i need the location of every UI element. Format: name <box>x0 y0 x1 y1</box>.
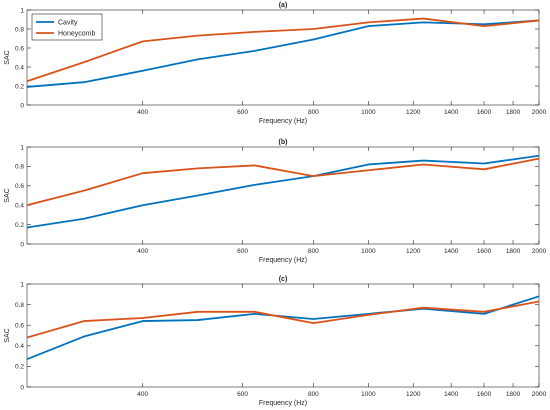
y-tick-label: 0.2 <box>15 222 24 229</box>
panel-title: (c) <box>279 276 288 283</box>
x-tick-label: 1600 <box>477 391 492 398</box>
series-line-cavity <box>27 295 539 361</box>
y-tick-label: 0.2 <box>15 83 24 90</box>
x-axis-label: Frequency (Hz) <box>259 118 307 125</box>
y-tick-label: 0.8 <box>15 302 24 309</box>
y-tick-label: 0.4 <box>15 343 24 350</box>
series-line-cavity <box>27 154 539 229</box>
x-tick-label: 1000 <box>361 248 376 255</box>
x-tick-label: 400 <box>137 391 148 398</box>
y-axis-label: SAC <box>4 188 11 202</box>
y-tick-label: 0.4 <box>15 64 24 71</box>
x-tick-label: 2000 <box>532 109 547 116</box>
x-tick-label: 1000 <box>361 391 376 398</box>
x-tick-label: 2000 <box>532 391 547 398</box>
y-tick-label: 0.8 <box>15 26 24 33</box>
x-tick-label: 1200 <box>406 391 421 398</box>
y-tick-label: 1 <box>20 144 24 151</box>
y-axis-label: SAC <box>4 328 11 342</box>
x-tick-label: 2000 <box>532 248 547 255</box>
legend-box <box>31 13 103 41</box>
x-tick-label: 1200 <box>406 248 421 255</box>
series-line-cavity <box>27 19 539 88</box>
x-tick-label: 400 <box>137 248 148 255</box>
legend: Cavity Honeycomb <box>31 13 103 41</box>
y-tick-label: 1 <box>20 7 24 14</box>
chart-panel-2: (b) 400 600 800 1000 1200 1400 1600 1800 2000 0 0.2… <box>4 139 547 264</box>
y-axis-label: SAC <box>4 50 11 64</box>
plot-area <box>26 9 540 106</box>
chart-panel-1: (a) 400 600 800 1000 1200 1400 1600 1800 2000 0 0.2… <box>4 2 547 125</box>
y-tick-label: 0.6 <box>15 45 24 52</box>
legend-label-honeycomb: Honeycomb <box>58 30 95 37</box>
y-tick-label: 0.2 <box>15 364 24 371</box>
x-tick-label: 1000 <box>361 109 376 116</box>
series-line-honeycomb <box>27 157 539 207</box>
chart-panel-3: (c) 400 600 800 1000 1200 1400 1600 1800 2000 0 0.2… <box>4 276 547 407</box>
x-tick-label: 1600 <box>477 248 492 255</box>
x-tick-label: 1800 <box>506 248 521 255</box>
plot-area <box>26 283 540 388</box>
x-tick-label: 600 <box>237 109 248 116</box>
y-tick-label: 0.6 <box>15 183 24 190</box>
x-tick-label: 800 <box>308 109 319 116</box>
y-tick-label: 0.4 <box>15 203 24 210</box>
x-tick-label: 1800 <box>506 109 521 116</box>
y-tick-label: 1 <box>20 281 24 288</box>
x-tick-label: 1200 <box>406 109 421 116</box>
x-tick-label: 600 <box>237 391 248 398</box>
x-tick-label: 1600 <box>477 109 492 116</box>
x-tick-label: 1400 <box>444 248 459 255</box>
y-tick-label: 0 <box>20 102 24 109</box>
x-tick-label: 800 <box>308 391 319 398</box>
y-tick-label: 0 <box>20 241 24 248</box>
y-tick-label: 0 <box>20 384 24 391</box>
x-tick-label: 1400 <box>444 391 459 398</box>
series-line-honeycomb <box>27 17 539 83</box>
plot-area <box>26 146 540 245</box>
panel-title: (a) <box>279 2 288 9</box>
series-line-honeycomb <box>27 300 539 339</box>
x-axis-label: Frequency (Hz) <box>259 257 307 264</box>
legend-label-cavity: Cavity <box>58 19 78 26</box>
y-tick-label: 0.8 <box>15 164 24 171</box>
x-tick-label: 600 <box>237 248 248 255</box>
panel-title: (b) <box>279 139 288 146</box>
x-tick-label: 400 <box>137 109 148 116</box>
y-tick-label: 0.6 <box>15 323 24 330</box>
x-tick-label: 1400 <box>444 109 459 116</box>
x-tick-label: 800 <box>308 248 319 255</box>
x-axis-label: Frequency (Hz) <box>259 400 307 407</box>
x-tick-label: 1800 <box>506 391 521 398</box>
